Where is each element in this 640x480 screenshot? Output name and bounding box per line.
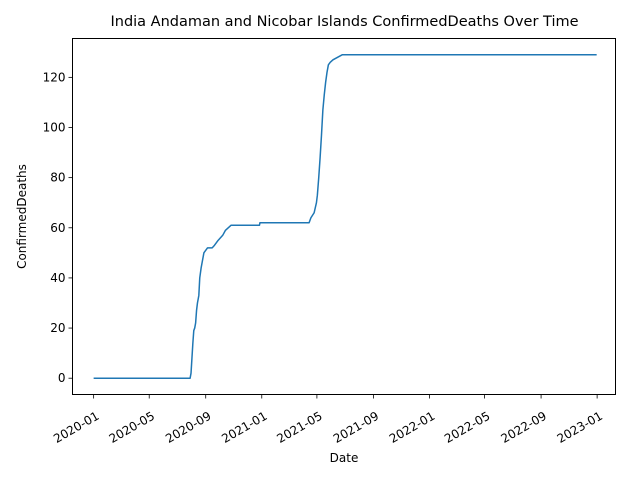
y-tick-label: 120 (43, 70, 66, 84)
x-tick-label: 2020-01 (51, 409, 101, 446)
x-tick-label: 2020-05 (107, 409, 157, 446)
y-tick-label: 80 (50, 171, 65, 185)
plot-frame (72, 38, 616, 395)
chart-title: India Andaman and Nicobar Islands Confir… (110, 14, 578, 30)
x-tick-label: 2021-05 (274, 409, 324, 446)
y-tick-label: 40 (50, 271, 65, 285)
x-tick-label: 2023-01 (555, 409, 605, 446)
x-tick-label: 2021-09 (331, 409, 381, 446)
y-tick-label: 20 (50, 321, 65, 335)
x-axis-label: Date (330, 451, 359, 465)
plot-area (72, 38, 616, 395)
y-axis-label: ConfirmedDeaths (15, 164, 29, 269)
x-tick-label: 2022-05 (442, 409, 492, 446)
x-tick-label: 2020-09 (163, 409, 213, 446)
x-tick-label: 2022-09 (499, 409, 549, 446)
y-tick-label: 60 (50, 221, 65, 235)
x-tick-label: 2021-01 (219, 409, 269, 446)
y-axis: 0 20 40 60 80 100 120 (43, 70, 73, 385)
y-tick-label: 100 (43, 121, 66, 135)
x-axis: 2020-01 2020-05 2020-09 2021-01 2021-05 2021-… (51, 394, 605, 446)
y-tick-label: 0 (58, 371, 66, 385)
x-tick-label: 2022-01 (387, 409, 437, 446)
series-line (93, 54, 597, 379)
